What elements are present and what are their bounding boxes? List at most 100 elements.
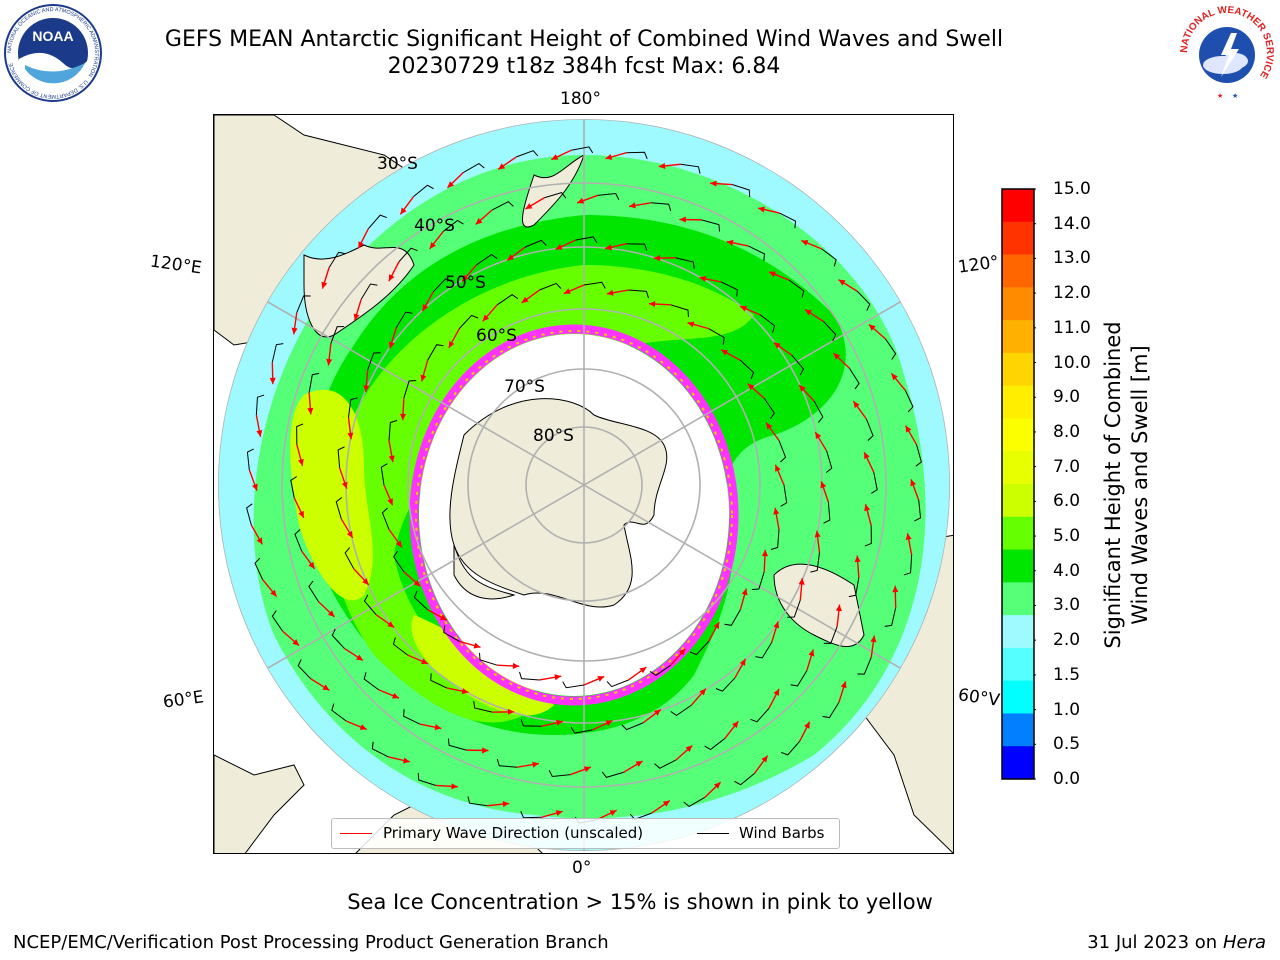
wave-arrow-head bbox=[773, 688, 780, 696]
wind-barb bbox=[328, 251, 346, 268]
wind-barb bbox=[904, 390, 914, 413]
colorbar-tick-label: 0.5 bbox=[1053, 734, 1081, 755]
wave-arrow-head bbox=[507, 708, 515, 715]
wind-barb bbox=[650, 202, 672, 212]
wave-arrow-head bbox=[388, 341, 395, 349]
lon-label-right-upper: 120° bbox=[956, 252, 1001, 278]
colorbar-swatch bbox=[1002, 549, 1034, 583]
lon-label-right-lower: 60°V bbox=[956, 685, 1001, 711]
wave-arrow-head bbox=[507, 254, 515, 261]
wave-arrow-head bbox=[761, 549, 769, 557]
lon-label-left-lower: 60°E bbox=[161, 687, 206, 713]
wave-arrow-head bbox=[327, 610, 335, 617]
wind-barb bbox=[708, 328, 725, 345]
south-polar-map: 30°S 40°S 50°S 60°S 70°S 80°S bbox=[214, 115, 953, 853]
colorbar-swatch bbox=[1002, 582, 1034, 616]
wave-arrow-head bbox=[653, 255, 661, 262]
wind-barb bbox=[914, 499, 922, 522]
wind-barb bbox=[479, 652, 498, 666]
wind-barb bbox=[308, 372, 320, 393]
wave-arrow-head bbox=[685, 745, 693, 753]
wind-barb bbox=[583, 281, 606, 289]
wave-legend-label: Primary Wave Direction (unscaled) bbox=[383, 824, 644, 842]
wind-barb bbox=[701, 219, 721, 232]
colorbar-tick-label: 14.0 bbox=[1053, 213, 1091, 234]
wave-arrow-head bbox=[388, 274, 395, 282]
wind-barb bbox=[516, 150, 539, 158]
lat-label-30s: 30°S bbox=[377, 154, 418, 174]
wind-barbs bbox=[246, 146, 922, 824]
wind-barb bbox=[476, 253, 498, 266]
wind-barb bbox=[751, 571, 765, 590]
wind-barb bbox=[294, 529, 303, 552]
wave-arrow-head bbox=[699, 688, 706, 696]
wave-arrow-head bbox=[815, 432, 822, 440]
lat-label-40s: 40°S bbox=[414, 216, 455, 236]
wind-barb bbox=[430, 673, 448, 689]
wave-arrow-head bbox=[905, 533, 912, 540]
wave-arrow-head bbox=[473, 642, 481, 649]
wind-barb bbox=[865, 418, 874, 441]
wind-barb bbox=[575, 236, 598, 244]
wind-barb bbox=[360, 283, 378, 300]
wind-barb bbox=[740, 359, 755, 380]
wave-arrow-head bbox=[635, 761, 643, 767]
wave-arrow-head bbox=[605, 244, 612, 251]
wind-barb bbox=[857, 657, 872, 675]
wind-barb bbox=[413, 184, 434, 198]
wind-barb bbox=[856, 290, 871, 311]
colorbar-swatch bbox=[1002, 385, 1034, 419]
wind-barb bbox=[780, 484, 788, 507]
wind-barb bbox=[417, 772, 437, 786]
colorbar-tick-label: 0.0 bbox=[1053, 769, 1081, 789]
national-weather-service-logo: NATIONAL WEATHER SERVICE ★ ★ bbox=[1179, 5, 1275, 101]
wave-arrow-head bbox=[577, 197, 585, 204]
wave-arrow-head bbox=[502, 801, 510, 808]
wave-arrow-head bbox=[388, 455, 395, 463]
wind-barb bbox=[544, 192, 567, 199]
wave-arrow-head bbox=[699, 275, 707, 282]
wave-arrow-head bbox=[448, 340, 455, 348]
wind-barb bbox=[491, 201, 514, 211]
wind-barb bbox=[254, 557, 264, 580]
wave-arrow-head bbox=[864, 504, 871, 512]
wave-arrow-head bbox=[322, 684, 330, 691]
colorbar-tick-label: 1.5 bbox=[1053, 664, 1081, 685]
sea-ice-note: Sea Ice Concentration > 15% is shown in … bbox=[347, 890, 933, 914]
wave-arrow-head bbox=[648, 300, 656, 308]
wave-arrow-head bbox=[799, 385, 806, 392]
wave-arrow-head bbox=[713, 782, 721, 789]
wind-barb bbox=[724, 609, 741, 626]
wave-arrow-head bbox=[597, 676, 605, 682]
wave-arrow-head bbox=[808, 649, 815, 657]
wave-arrow-head bbox=[740, 305, 748, 312]
wave-arrow-head bbox=[399, 413, 407, 421]
wave-arrow-head bbox=[726, 239, 734, 246]
colorbar-swatch bbox=[1002, 352, 1034, 387]
lon-label-left-upper: 120°E bbox=[148, 251, 203, 279]
wind-barb bbox=[246, 448, 254, 471]
wave-arrow-head bbox=[292, 639, 300, 646]
colorbar-swatch bbox=[1002, 615, 1034, 649]
wave-legend-swatch bbox=[340, 833, 372, 834]
lon-label-top: 180° bbox=[560, 89, 601, 109]
wave-arrow-head bbox=[395, 540, 402, 548]
colorbar-swatch bbox=[1002, 451, 1034, 485]
sea-ice-edge bbox=[409, 324, 739, 706]
wave-arrow-head bbox=[605, 154, 613, 160]
map-legend: Primary Wave Direction (unscaled) Wind B… bbox=[331, 818, 840, 849]
wave-arrow-head bbox=[868, 324, 876, 331]
wave-arrow-head bbox=[555, 810, 563, 816]
wave-arrow-head bbox=[451, 783, 458, 790]
wind-barb bbox=[443, 625, 460, 642]
wind-barb bbox=[331, 703, 347, 722]
wind-barb bbox=[626, 243, 648, 251]
wind-barb bbox=[570, 726, 593, 734]
wind-barb bbox=[442, 219, 464, 232]
wave-arrow-head bbox=[422, 304, 429, 312]
wave-arrow-head bbox=[532, 761, 539, 768]
wave-arrow-head bbox=[758, 206, 765, 213]
wave-arrow-head bbox=[658, 162, 666, 169]
colorbar-swatch bbox=[1002, 221, 1034, 256]
wave-arrow-head bbox=[521, 296, 529, 303]
